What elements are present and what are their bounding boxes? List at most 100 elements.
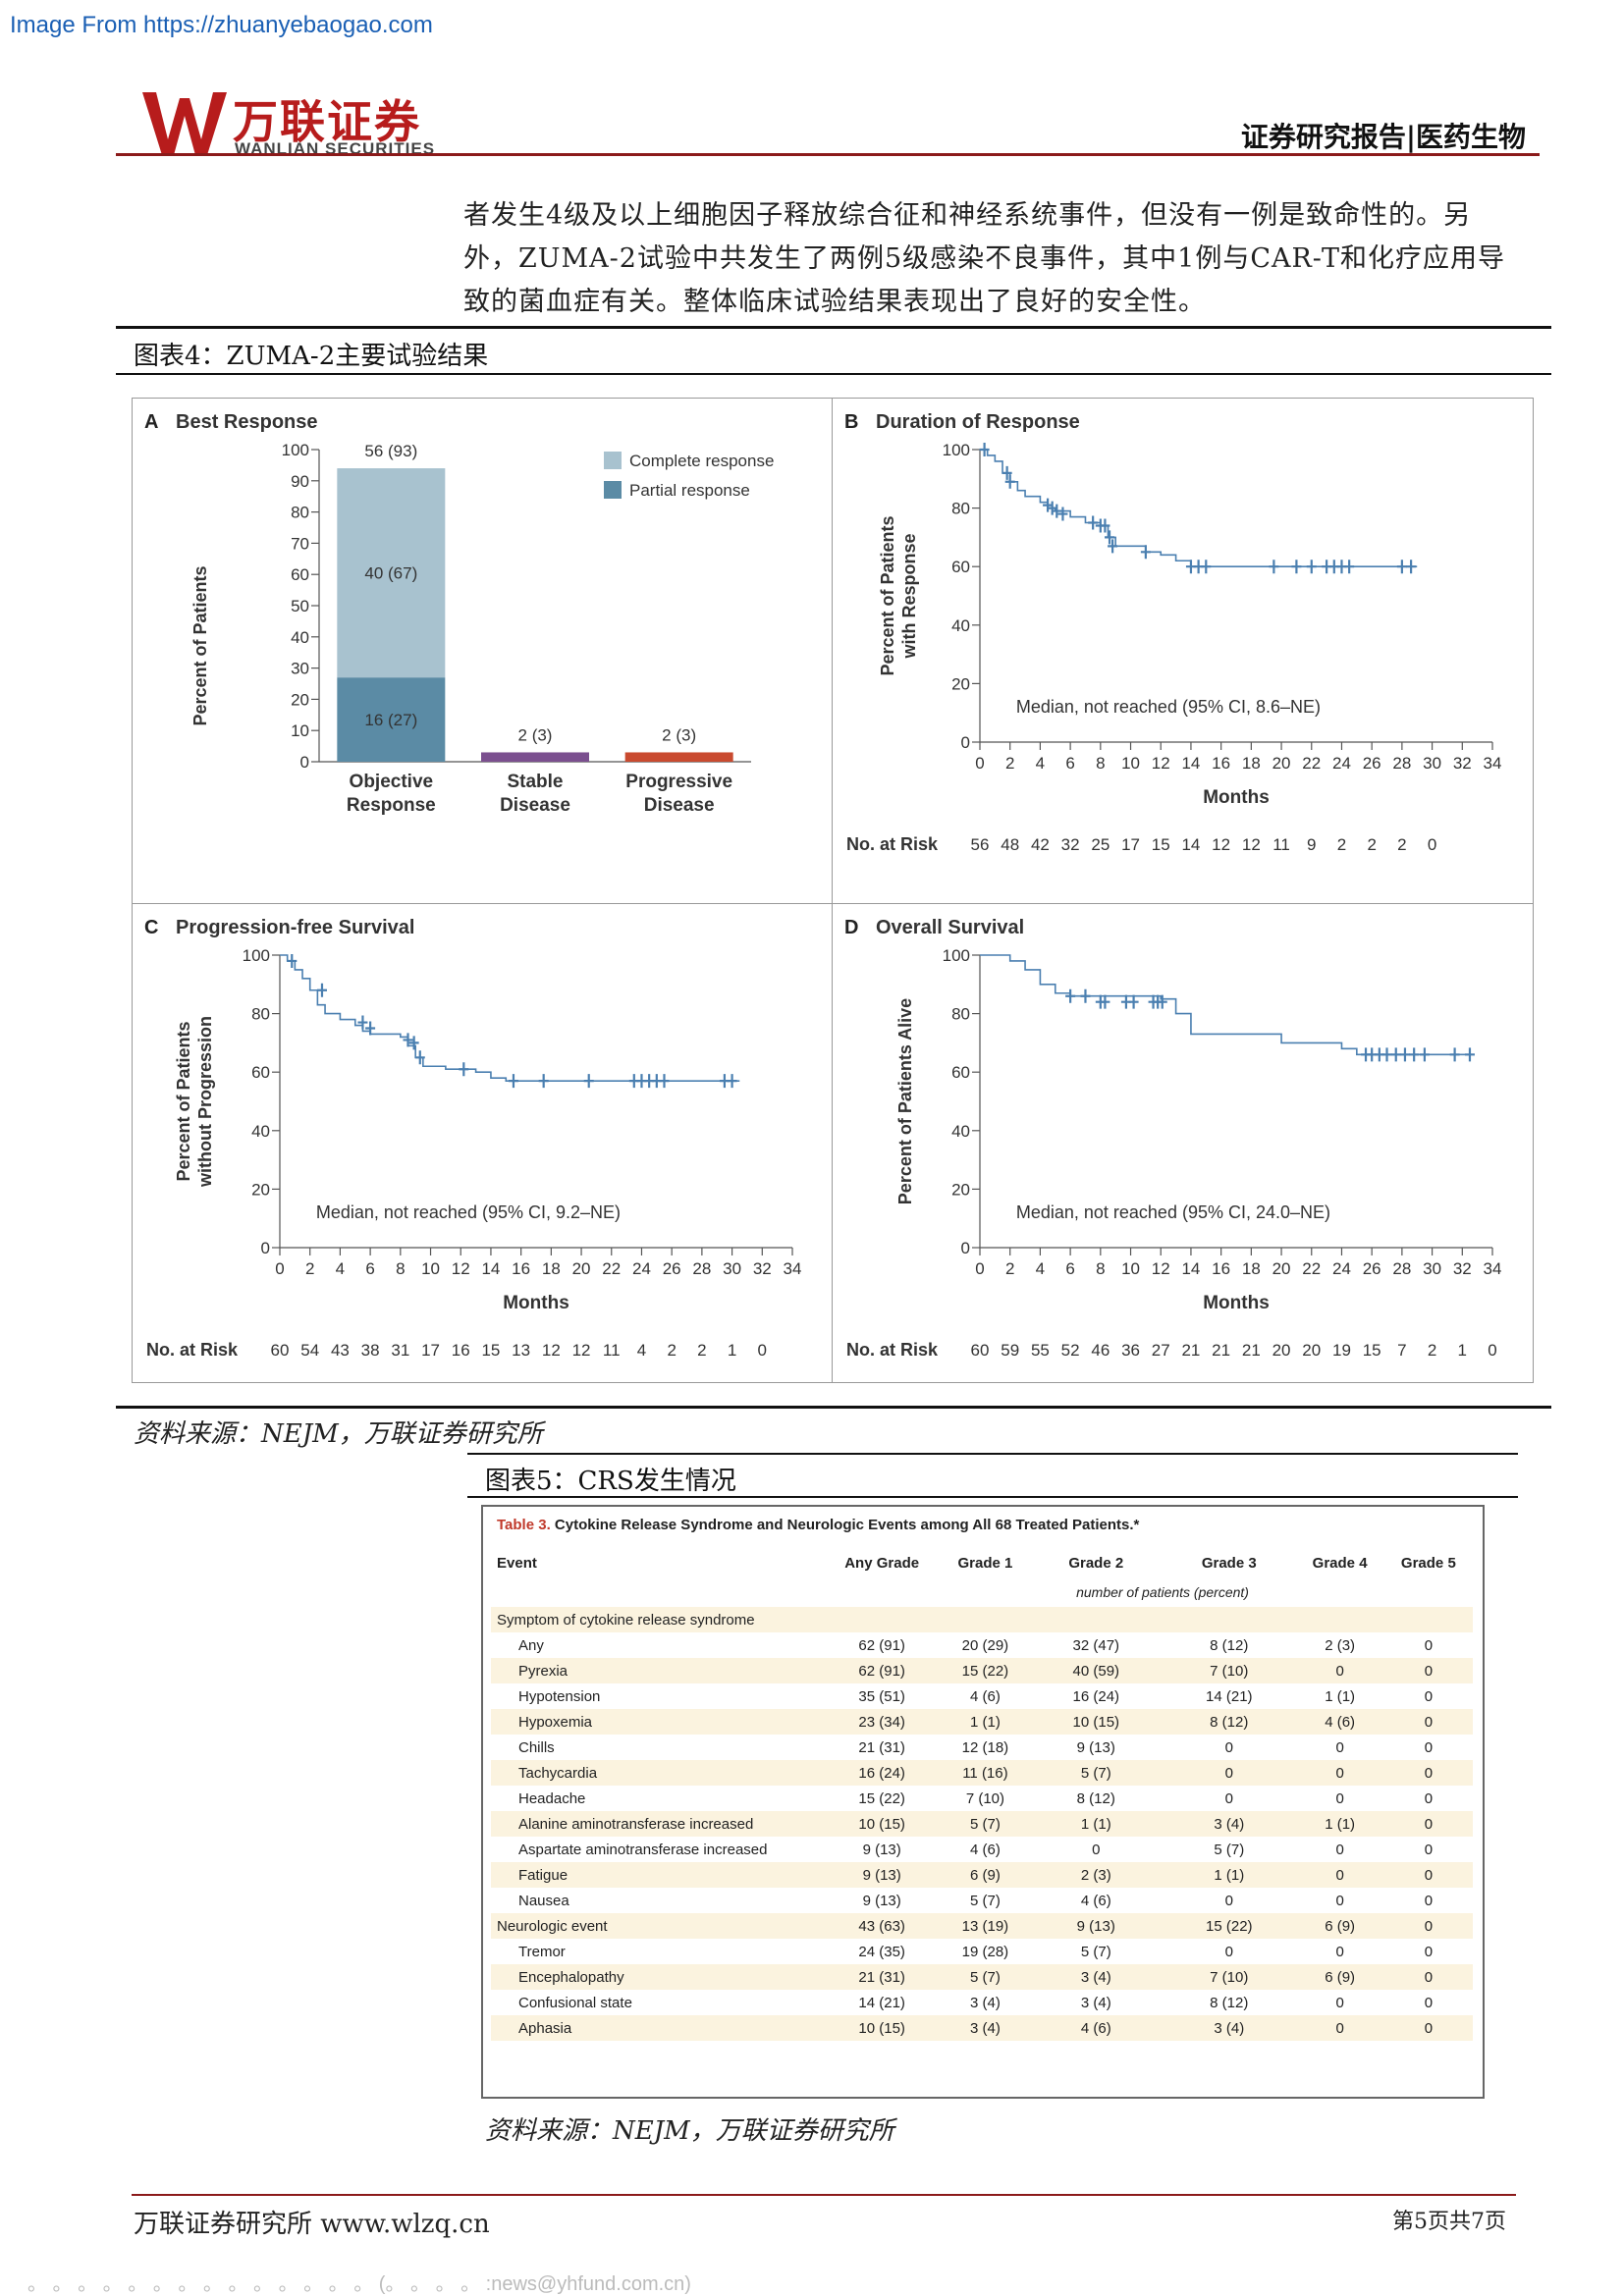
event-cell: Hypotension: [518, 1687, 601, 1705]
value-cell: 0: [1424, 1892, 1434, 1909]
bar-segment: [481, 752, 589, 762]
at-risk-value: 15: [481, 1341, 500, 1360]
value-cell: 40 (59): [1029, 1658, 1164, 1683]
x-tick-label: 18: [542, 1259, 561, 1278]
at-risk-value: 20: [1272, 1341, 1291, 1360]
event-cell: Hypoxemia: [491, 1709, 823, 1735]
value-cell: 0: [1295, 1862, 1384, 1888]
x-axis-label: Months: [1203, 787, 1270, 808]
value-cell: 5 (7): [1029, 1760, 1164, 1786]
figure4-source: 资料来源：NEJM，万联证券研究所: [134, 1419, 543, 1449]
intro-paragraph: 者发生4级及以上细胞因子释放综合征和神经系统事件，但没有一例是致命性的。另外，Z…: [463, 200, 1505, 317]
pfs-chart: C Progression-free Survival 020406080100…: [144, 917, 801, 1360]
censor-mark: [979, 443, 990, 456]
value-cell: 0: [1335, 1994, 1344, 2011]
figure5-title-rule: [467, 1496, 1518, 1498]
censor-mark: [508, 1074, 518, 1089]
table-row: Confusional state 14 (21) 3 (4) 3 (4) 8 (12)…: [491, 1990, 1473, 2015]
value-cell: 21 (31): [823, 1964, 942, 1990]
y-tick-label: 80: [291, 504, 309, 522]
y-tick-label: 60: [291, 565, 309, 584]
at-risk-value: 17: [1121, 835, 1140, 854]
y-tick-label: 100: [943, 441, 970, 459]
table-header-row: Event Any Grade Grade 1 Grade 2 Grade 3 …: [491, 1548, 1473, 1577]
x-tick-label: 20: [572, 1259, 591, 1278]
at-risk-value: 15: [1363, 1341, 1381, 1360]
event-cell: Tachycardia: [491, 1760, 823, 1786]
x-tick-label: 8: [396, 1259, 405, 1278]
value-cell: 0: [1424, 1789, 1434, 1807]
at-risk-value: 59: [1001, 1341, 1019, 1360]
x-tick-label: 4: [336, 1259, 345, 1278]
y-tick-label: 20: [251, 1180, 270, 1199]
censor-mark: [1140, 545, 1151, 560]
table-subheader: number of patients (percent): [1076, 1584, 1249, 1600]
y-tick-label: 40: [951, 616, 970, 635]
x-tick-label: 0: [275, 1259, 284, 1278]
value-cell: 0: [1424, 1687, 1434, 1705]
report-category: 证券研究报告|医药生物: [1240, 121, 1526, 153]
table-row: Fatigue 9 (13) 6 (9) 2 (3) 1 (1) 0 0: [491, 1862, 1473, 1888]
value-cell: 4 (6): [969, 1841, 1001, 1858]
page-number: 第5页共7页: [1392, 2210, 1506, 2234]
value-cell: 0: [1424, 1636, 1434, 1654]
y-tick-label: 90: [291, 472, 309, 491]
km-curve: [280, 954, 740, 1082]
col-grade-1: Grade 1: [957, 1554, 1013, 1572]
x-tick-label: 32: [1453, 754, 1472, 773]
value-cell: 9 (13): [823, 1862, 942, 1888]
at-risk-value: 7: [1397, 1341, 1406, 1360]
bottom-note: 。 。 。 。 。 。 。 。 。 。 。 。 。 。 (。 。 。 。 :ne…: [27, 2273, 691, 2295]
x-tick-label: 18: [1242, 1259, 1261, 1278]
at-risk-value: 20: [1302, 1341, 1321, 1360]
at-risk-label: No. at Risk: [846, 1340, 939, 1360]
source-url[interactable]: Image From https://zhuanyebaogao.com: [10, 12, 433, 38]
panel-b-duration-of-response: B Duration of Response 0 20 40 60 80 100 0 2 4 6 8…: [833, 399, 1532, 903]
at-risk-value: 38: [361, 1341, 380, 1360]
value-cell: 23 (34): [823, 1709, 942, 1735]
table-title: Table 3. Cytokine Release Syndrome and N…: [497, 1517, 1139, 1533]
censor-mark: [1449, 1047, 1460, 1062]
value-cell: 3 (4): [1163, 1811, 1296, 1837]
x-tick-label: 6: [1065, 754, 1074, 773]
y-tick-label: 40: [251, 1122, 270, 1141]
y-axis-label: Percent of Patients: [174, 1021, 193, 1181]
bar-segment: [337, 468, 446, 678]
x-tick-label: 2: [1005, 1259, 1014, 1278]
x-tick-label: 26: [663, 1259, 681, 1278]
value-cell: [1163, 1607, 1296, 1632]
x-axis-label: Months: [1203, 1293, 1270, 1313]
at-risk-value: 42: [1031, 835, 1050, 854]
value-cell: 24 (35): [858, 1943, 905, 1960]
table-row: Headache 15 (22) 7 (10) 8 (12) 0 0 0: [491, 1786, 1473, 1811]
x-tick-label: 4: [1036, 1259, 1045, 1278]
event-cell: Aphasia: [491, 2015, 823, 2041]
value-cell: 3 (4): [941, 2015, 1030, 2041]
value-cell: 0: [1092, 1841, 1101, 1858]
censor-mark: [459, 1062, 469, 1077]
x-tick-label: 30: [1423, 754, 1441, 773]
y-axis-label: Percent of Patients: [878, 515, 897, 675]
at-risk-value: 60: [271, 1341, 290, 1360]
censor-mark: [1399, 1047, 1410, 1062]
x-tick-label: 0: [975, 1259, 984, 1278]
value-cell: 62 (91): [823, 1658, 942, 1683]
censor-mark: [583, 1074, 594, 1089]
value-cell: 0: [1424, 1841, 1434, 1858]
col-any-grade: Any Grade: [844, 1554, 920, 1572]
censor-mark: [1409, 1047, 1420, 1062]
table-title-prefix: Table 3.: [497, 1517, 551, 1533]
table-row: Chills 21 (31) 12 (18) 9 (13) 0 0 0: [491, 1735, 1473, 1760]
table-row: Tremor 24 (35) 19 (28) 5 (7) 0 0 0: [491, 1939, 1473, 1964]
x-tick-label: 12: [1152, 754, 1170, 773]
x-tick-label: 30: [1423, 1259, 1441, 1278]
panel-c-title: Progression-free Survival: [176, 917, 414, 938]
panel-a-ylabel: Percent of Patients: [190, 565, 210, 725]
x-tick-label: 28: [692, 1259, 711, 1278]
censor-mark: [1108, 539, 1118, 554]
censor-mark: [1128, 994, 1139, 1009]
x-tick-label: 18: [1242, 754, 1261, 773]
at-risk-value: 36: [1121, 1341, 1140, 1360]
figure5-top-rule: [467, 1453, 1518, 1455]
